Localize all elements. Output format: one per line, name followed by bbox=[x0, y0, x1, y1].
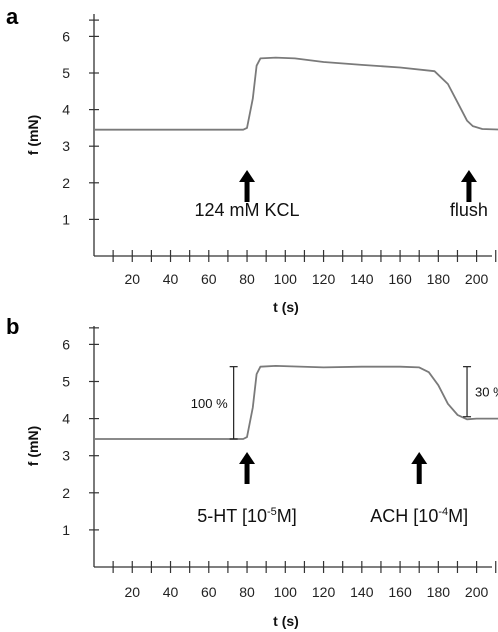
annotation-arrow-head bbox=[239, 452, 256, 464]
x-tick-label: 180 bbox=[427, 584, 451, 600]
y-tick-label: 4 bbox=[62, 102, 70, 118]
y-tick-label: 3 bbox=[62, 138, 70, 154]
series-line bbox=[94, 365, 498, 440]
annotation-arrow-head bbox=[239, 170, 256, 182]
annotation-label: ACH [10-4M] bbox=[370, 506, 468, 526]
y-axis-title: f (mN) bbox=[25, 115, 41, 155]
panel-letter: b bbox=[6, 314, 19, 339]
x-tick-label: 100 bbox=[274, 271, 298, 287]
x-tick-label: 20 bbox=[124, 271, 140, 287]
annotation-label: 124 mM KCL bbox=[195, 200, 300, 220]
x-tick-label: 100 bbox=[274, 584, 298, 600]
x-tick-label: 40 bbox=[163, 584, 179, 600]
x-tick-label: 60 bbox=[201, 584, 217, 600]
y-tick-label: 2 bbox=[62, 485, 70, 501]
annotation-arrow-head bbox=[460, 170, 477, 182]
annotation-arrow bbox=[244, 462, 250, 484]
annotation-arrow bbox=[244, 180, 250, 202]
x-tick-label: 80 bbox=[239, 584, 255, 600]
y-tick-label: 1 bbox=[62, 522, 70, 538]
series-line bbox=[94, 56, 498, 131]
x-axis-title: t (s) bbox=[273, 613, 299, 629]
x-tick-label: 60 bbox=[201, 271, 217, 287]
x-tick-label: 120 bbox=[312, 271, 336, 287]
y-tick-label: 6 bbox=[62, 336, 70, 352]
y-axis-title: f (mN) bbox=[25, 426, 41, 466]
x-tick-label: 20 bbox=[124, 584, 140, 600]
y-tick-label: 5 bbox=[62, 374, 70, 390]
x-tick-label: 140 bbox=[350, 271, 374, 287]
x-tick-label: 160 bbox=[388, 584, 412, 600]
annotation-label: 5-HT [10-5M] bbox=[197, 506, 296, 526]
annotation-arrow-head bbox=[411, 452, 428, 464]
x-tick-label: 180 bbox=[427, 271, 451, 287]
panel-b-chart: b 1 2 3 4 5 6 20 40 60 80 100 120 140 160 180 200 t (s) f … bbox=[6, 314, 498, 629]
y-tick-label: 4 bbox=[62, 411, 70, 427]
x-tick-label: 120 bbox=[312, 584, 336, 600]
annotation-label: flush bbox=[450, 200, 488, 220]
bracket-label: 30 % bbox=[475, 385, 498, 400]
annotation-arrow bbox=[416, 462, 422, 484]
x-tick-label: 140 bbox=[350, 584, 374, 600]
panel-letter: a bbox=[6, 4, 19, 29]
x-tick-label: 40 bbox=[163, 271, 179, 287]
x-tick-label: 200 bbox=[465, 271, 489, 287]
y-tick-label: 1 bbox=[62, 211, 70, 227]
y-tick-label: 6 bbox=[62, 28, 70, 44]
bracket-label: 100 % bbox=[191, 396, 228, 411]
x-tick-label: 160 bbox=[388, 271, 412, 287]
x-tick-label: 80 bbox=[239, 271, 255, 287]
x-axis-title: t (s) bbox=[273, 299, 299, 315]
annotation-arrow bbox=[466, 180, 472, 202]
y-tick-label: 3 bbox=[62, 448, 70, 464]
y-tick-label: 5 bbox=[62, 65, 70, 81]
x-tick-label: 200 bbox=[465, 584, 489, 600]
y-tick-label: 2 bbox=[62, 175, 70, 191]
panel-a-chart: a 1 2 3 4 5 6 20 40 60 80 100 120 140 160 180 200 t (s) f … bbox=[6, 4, 498, 315]
